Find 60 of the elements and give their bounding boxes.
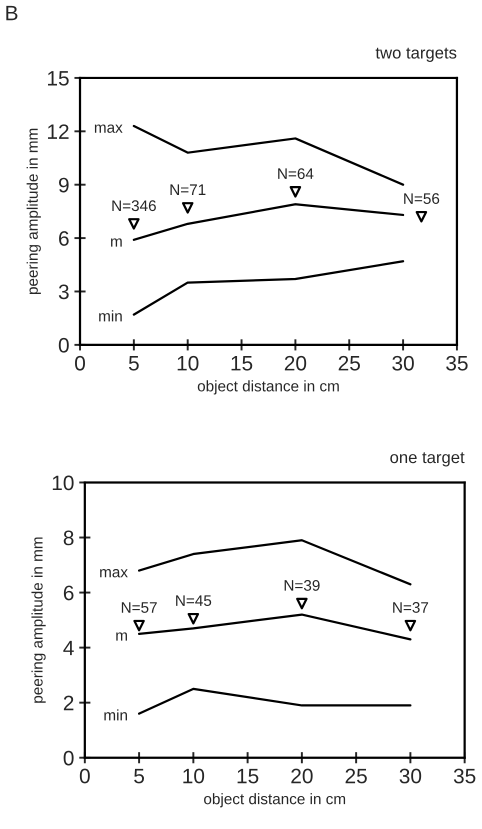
- chart-title: one target: [390, 452, 465, 466]
- y-tick-label: 6: [64, 586, 74, 600]
- x-tick-label: 5: [134, 768, 144, 784]
- x-tick-label: 25: [338, 356, 360, 371]
- series-label: max: [94, 124, 123, 133]
- y-axis-title: peering amplitude in mm: [31, 537, 46, 703]
- point: [182, 202, 194, 214]
- annotation: N=346: [112, 200, 156, 212]
- point: [290, 186, 302, 198]
- x-tick-label: 5: [128, 356, 139, 371]
- point: [188, 612, 200, 624]
- x-tick-label: 25: [346, 768, 367, 784]
- series-label: min: [104, 709, 127, 720]
- x-tick-label: 10: [183, 768, 204, 784]
- y-tick-label: 4: [63, 640, 74, 656]
- y-tick-label: 0: [58, 338, 69, 353]
- point: [133, 620, 145, 632]
- point: [296, 598, 308, 610]
- line-series: [132, 124, 404, 186]
- x-tick-label: 0: [80, 768, 90, 784]
- annotation: N=64: [278, 168, 314, 180]
- chart-title: two targets: [376, 48, 456, 62]
- x-tick-label: 15: [232, 356, 252, 371]
- series-label: m: [111, 238, 122, 247]
- point: [128, 218, 140, 230]
- y-tick-label: 6: [59, 231, 69, 246]
- series-label: m: [116, 632, 127, 641]
- y-tick-label: 10: [52, 475, 74, 490]
- y-tick-label: 15: [48, 71, 69, 86]
- x-tick-label: 30: [392, 356, 414, 371]
- y-tick-label: 2: [64, 696, 74, 710]
- point: [416, 210, 428, 222]
- line-series: [132, 260, 404, 316]
- y-tick-label: 12: [48, 124, 69, 139]
- annotation: N=71: [170, 184, 206, 195]
- annotation: N=39: [284, 580, 320, 591]
- x-tick-label: 0: [75, 356, 85, 371]
- y-tick-label: 9: [58, 178, 69, 192]
- y-tick-label: 3: [58, 284, 69, 300]
- x-axis-title: object distance in cm: [204, 793, 346, 808]
- x-tick-label: 15: [238, 768, 258, 784]
- point: [404, 620, 416, 632]
- x-tick-label: 10: [178, 356, 198, 371]
- line-series: [138, 613, 412, 640]
- x-tick-label: 35: [446, 356, 468, 371]
- x-tick-label: 20: [284, 356, 306, 371]
- text: B: [6, 6, 18, 20]
- annotation: N=57: [122, 602, 157, 613]
- x-tick-label: 35: [454, 768, 476, 784]
- x-tick-label: 20: [291, 768, 313, 784]
- x-tick-label: 30: [400, 768, 422, 784]
- y-tick-label: 8: [64, 530, 74, 546]
- y-tick-label: 0: [64, 750, 74, 766]
- y-axis-title: peering amplitude in mm: [26, 128, 41, 294]
- series-label: min: [99, 310, 122, 322]
- series-label: max: [100, 569, 128, 578]
- annotation: N=37: [393, 602, 428, 613]
- annotation: N=56: [404, 193, 440, 204]
- x-axis-title: object distance in cm: [198, 380, 339, 394]
- annotation: N=45: [176, 595, 212, 606]
